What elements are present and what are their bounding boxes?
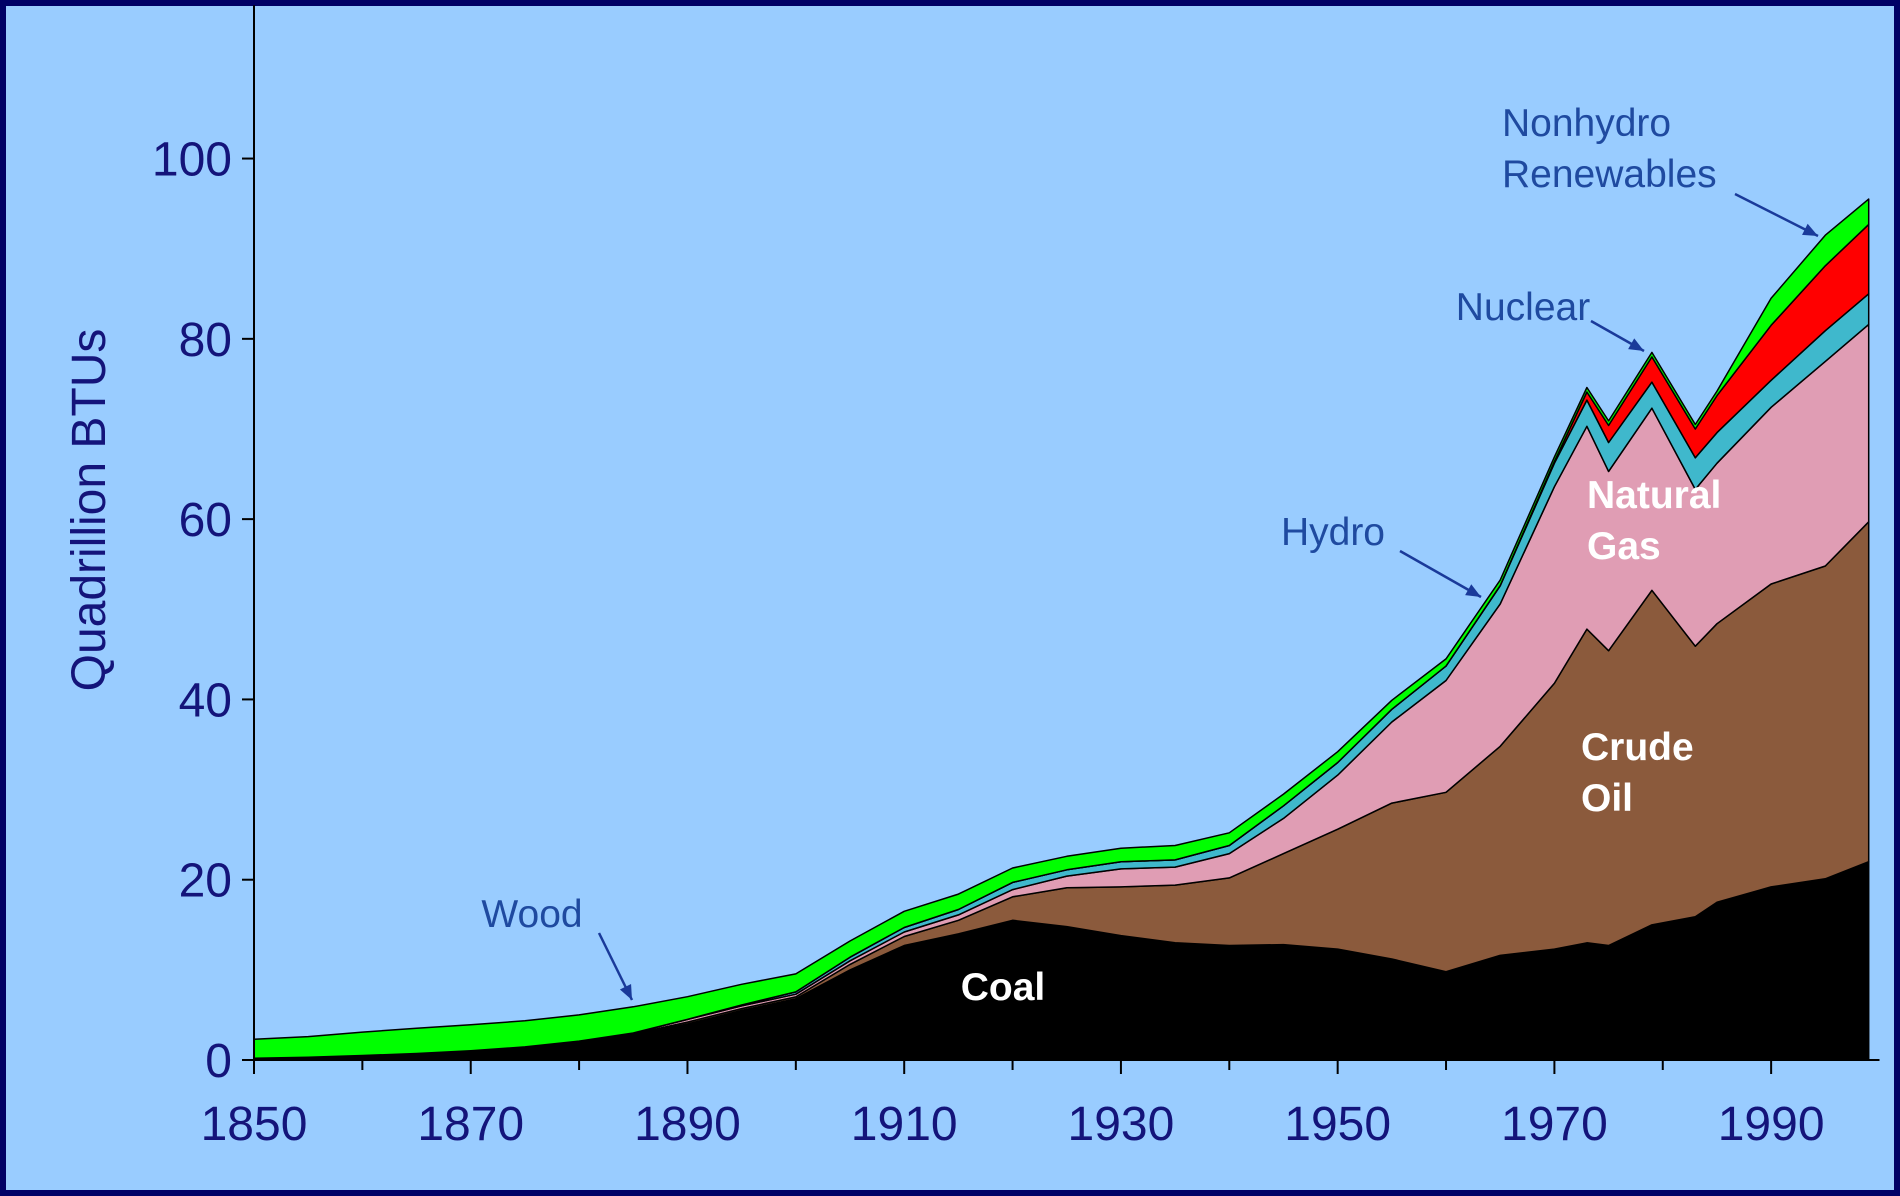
x-tick-label: 1890: [634, 1098, 741, 1151]
y-tick-label: 80: [179, 314, 232, 367]
arrow-head: [1802, 223, 1818, 236]
y-tick-label: 20: [179, 855, 232, 908]
area-5: [253, 198, 1870, 1059]
arrow-line: [1399, 549, 1482, 599]
y-axis-label: Quadrillion BTUs: [63, 329, 116, 692]
arrow-head: [619, 984, 632, 1000]
series-label: Wood: [481, 893, 582, 936]
series-label: Natural Gas: [1587, 474, 1732, 568]
y-tick-label: 60: [179, 494, 232, 547]
series-label: Nuclear: [1456, 286, 1590, 329]
y-tick-label: 40: [179, 674, 232, 727]
series-label: Coal: [961, 966, 1046, 1009]
x-tick-label: 1850: [201, 1098, 308, 1151]
arrow-head: [1628, 338, 1644, 351]
x-tick-label: 1910: [851, 1098, 958, 1151]
x-tick-label: 1950: [1284, 1098, 1391, 1151]
x-tick-label: 1970: [1501, 1098, 1608, 1151]
series-label: Crude Oil: [1581, 726, 1705, 820]
y-tick-label: 0: [205, 1035, 232, 1088]
arrow-line: [1734, 192, 1819, 238]
x-tick-label: 1870: [417, 1098, 524, 1151]
arrow-head: [1465, 584, 1481, 597]
x-tick-label: 1990: [1718, 1098, 1825, 1151]
series-label: Hydro: [1281, 511, 1385, 554]
y-tick-label: 100: [152, 134, 232, 187]
x-tick-label: 1930: [1068, 1098, 1175, 1151]
annotation: Nonhydro Renewables: [1502, 102, 1717, 196]
